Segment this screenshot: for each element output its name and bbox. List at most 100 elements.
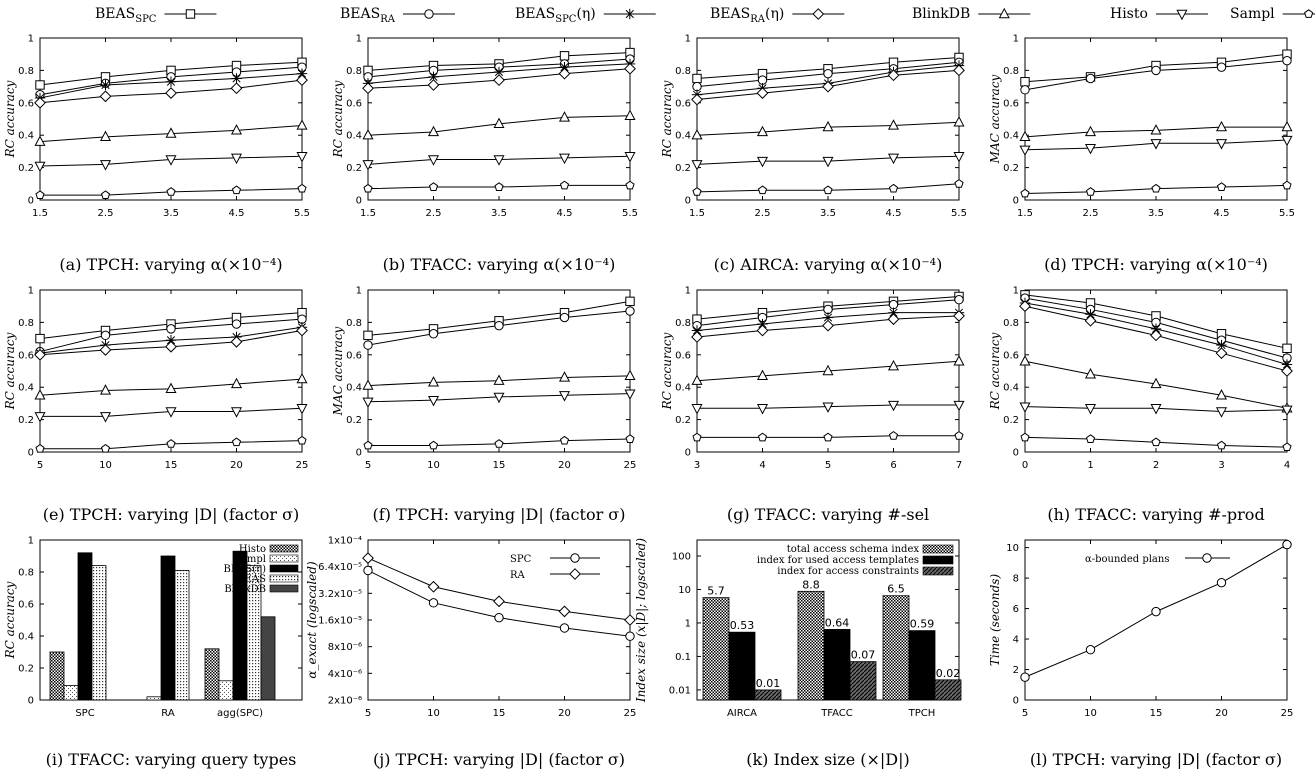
bar xyxy=(908,630,936,701)
series-triangle-down xyxy=(691,152,965,171)
legend-label-sub: RA xyxy=(750,14,766,25)
data-point xyxy=(624,62,636,75)
y-tick-label: 1 xyxy=(685,618,691,629)
bar xyxy=(77,552,93,701)
data-point xyxy=(559,51,570,61)
data-point xyxy=(624,389,636,400)
y-tick-label: 0.8 xyxy=(675,66,691,77)
data-point xyxy=(953,152,965,163)
x-tick-label: 10 xyxy=(427,708,440,719)
data-point xyxy=(1216,440,1227,450)
data-point xyxy=(1216,62,1227,72)
series-triangle-down xyxy=(691,400,965,415)
data-point xyxy=(493,155,505,166)
y-tick-label: 0 xyxy=(685,196,691,207)
data-point xyxy=(822,80,834,93)
plot-frame xyxy=(39,37,303,201)
star-stroke xyxy=(494,67,504,77)
y-tick-label: 0 xyxy=(356,196,362,207)
data-point xyxy=(297,435,307,445)
y-tick-label: 0.6 xyxy=(18,350,34,361)
y-tick-label: 0.2 xyxy=(346,163,362,174)
data-point xyxy=(494,182,504,191)
x-tick-label: 3.5 xyxy=(820,208,836,219)
bar-value-label: 8.8 xyxy=(802,578,820,591)
data-point xyxy=(1020,188,1030,198)
data-point xyxy=(362,397,374,409)
data-point xyxy=(558,67,571,80)
inner-legend-label: index for access constraints xyxy=(777,566,919,577)
series-triangle xyxy=(691,355,965,385)
x-tick-label: 3.5 xyxy=(1148,208,1164,219)
inner-legend-marker xyxy=(569,568,581,580)
star-stroke xyxy=(297,69,307,78)
series-pentagon xyxy=(1020,180,1292,198)
series-triangle xyxy=(362,369,636,390)
data-point xyxy=(822,120,834,132)
data-point xyxy=(427,125,440,137)
series-triangle-down xyxy=(362,152,636,171)
x-tick-label: 5.5 xyxy=(622,208,638,219)
data-point xyxy=(823,185,833,195)
series-triangle xyxy=(1019,120,1293,142)
legend-label-main: BEAS xyxy=(515,6,555,22)
series-pentagon xyxy=(363,180,635,193)
data-point xyxy=(493,117,505,129)
bar-value-label: 0.59 xyxy=(910,618,935,631)
y-tick-label: 2 xyxy=(1013,665,1019,676)
legend-label: BEASSPC(η) xyxy=(515,6,596,25)
data-point xyxy=(1216,182,1227,191)
legend-entry: BEASSPC xyxy=(95,6,217,25)
y-tick-label: 0.2 xyxy=(675,415,691,426)
x-tick-label: 10 xyxy=(427,460,440,471)
data-point xyxy=(954,295,964,305)
panel-caption: (i) TFACC: varying query types xyxy=(46,750,297,769)
data-point xyxy=(1084,404,1097,415)
legend-entry: BEASSPC(η) xyxy=(515,6,656,25)
data-point xyxy=(99,90,112,103)
y-tick-label: 0.8 xyxy=(346,318,362,329)
star-stroke xyxy=(429,72,438,81)
y-axis-label: RC accuracy xyxy=(660,332,674,410)
legend-entry: BEASRA xyxy=(340,6,455,25)
data-point xyxy=(493,74,505,87)
x-tick-label: 5 xyxy=(37,460,43,471)
inner-legend-label: SPC xyxy=(510,554,532,565)
data-point xyxy=(692,73,702,84)
legend-label-suffix: (η) xyxy=(576,6,595,22)
star-stroke xyxy=(1086,310,1095,319)
data-point xyxy=(231,185,242,195)
data-point xyxy=(953,400,965,412)
data-point xyxy=(362,379,374,390)
data-point xyxy=(822,319,834,332)
x-tick-label: 0 xyxy=(1022,460,1028,471)
x-tick-label: 5 xyxy=(365,460,371,471)
y-tick-label: 6.4x10⁻⁵ xyxy=(318,562,362,573)
data-point xyxy=(558,153,571,165)
x-tick-label: 4.5 xyxy=(886,208,902,219)
data-point xyxy=(165,76,177,87)
data-point xyxy=(34,96,46,109)
data-point xyxy=(691,331,703,343)
inner-legend-swatch xyxy=(269,584,299,593)
data-point xyxy=(35,443,45,453)
x-tick-label: 25 xyxy=(1281,708,1294,719)
data-point xyxy=(1019,300,1031,313)
legend-marker xyxy=(1304,9,1314,18)
data-point xyxy=(757,185,768,195)
data-point xyxy=(100,190,111,200)
data-point xyxy=(624,369,636,381)
bar-value-label: 0.64 xyxy=(825,616,850,629)
legend-label-main: BEAS xyxy=(710,6,750,22)
data-point xyxy=(823,68,833,79)
y-axis-label: MAC accuracy xyxy=(331,326,345,416)
data-point xyxy=(822,364,834,376)
data-point xyxy=(756,156,769,168)
y-tick-label: 0 xyxy=(28,696,34,707)
series-pentagon xyxy=(35,183,307,200)
data-point xyxy=(428,598,439,608)
star-stroke xyxy=(1151,324,1161,333)
series-triangle-down xyxy=(1019,402,1293,418)
y-tick-label: 0 xyxy=(685,448,691,459)
series-diamond xyxy=(34,324,308,361)
